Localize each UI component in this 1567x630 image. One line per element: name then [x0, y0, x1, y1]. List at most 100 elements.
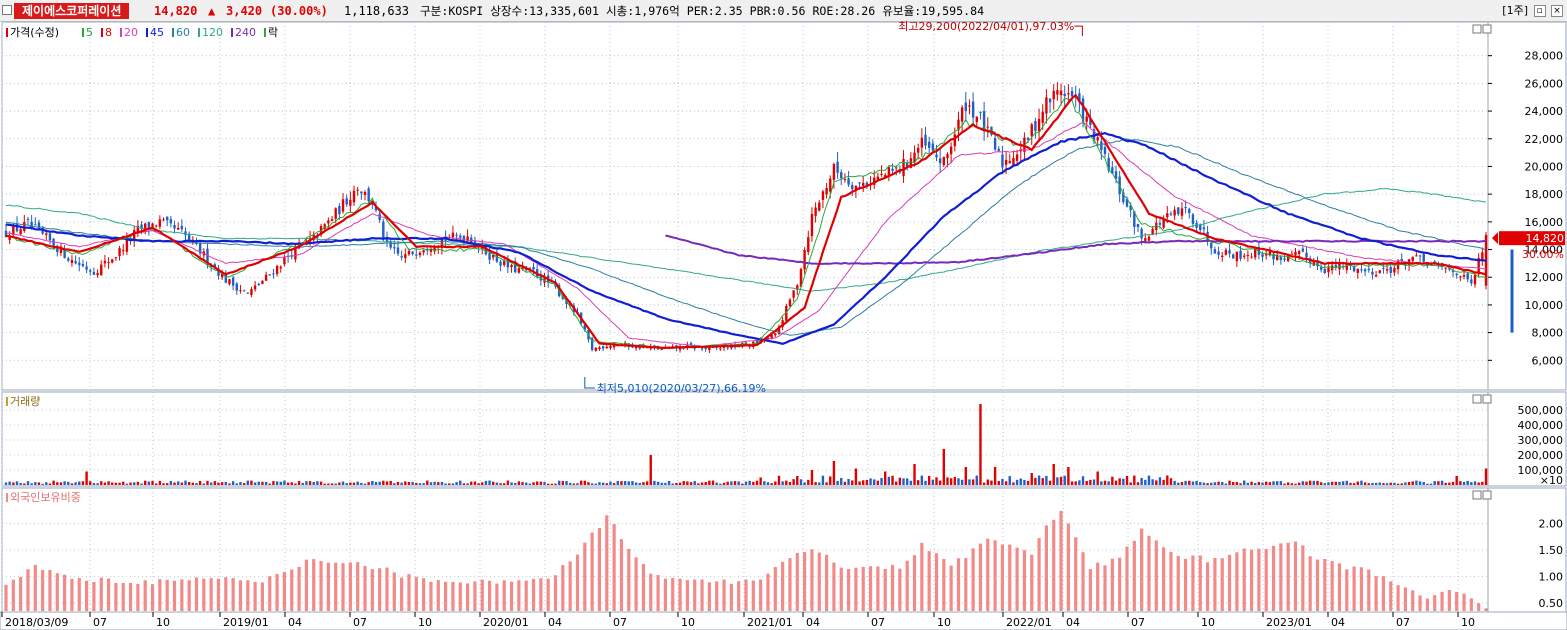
- candle-body: [503, 260, 506, 266]
- candle-body: [228, 279, 231, 285]
- volume-bar: [909, 480, 913, 485]
- volume-bar: [114, 482, 118, 485]
- foreign-bar: [1140, 528, 1144, 611]
- foreign-bar: [934, 553, 939, 611]
- volume-bar: [70, 483, 74, 485]
- price-tick-label: 28,000: [1525, 50, 1564, 63]
- volume-bar: [1045, 475, 1048, 485]
- legend-marker-icon: [172, 28, 174, 37]
- volume-bar: [708, 480, 711, 485]
- candle-body: [590, 338, 594, 350]
- legend-ma-5[interactable]: 5: [86, 26, 93, 39]
- volume-bar: [1330, 481, 1334, 485]
- candle-body: [905, 162, 909, 167]
- volume-bar: [426, 480, 429, 485]
- candle-body: [935, 154, 938, 158]
- candle-body: [1363, 269, 1367, 272]
- foreign-bar: [458, 582, 462, 611]
- volume-bar: [217, 482, 220, 485]
- candle-body: [719, 348, 722, 350]
- volume-bar: [59, 482, 63, 485]
- candle-body: [631, 345, 634, 348]
- pane-minimize-icon[interactable]: [1472, 24, 1482, 34]
- volume-bar: [1037, 475, 1041, 485]
- legend-marker-icon: [264, 28, 266, 37]
- candle-body: [85, 266, 88, 270]
- volume-bar: [301, 482, 304, 485]
- volume-bar: [612, 483, 616, 485]
- x-tick-label: 07: [871, 616, 885, 629]
- window-menu-icon[interactable]: [2, 5, 12, 15]
- volume-bar: [979, 404, 982, 485]
- pane-close-icon[interactable]: [1482, 394, 1492, 404]
- volume-tick-label: 200,000: [1518, 449, 1564, 462]
- volume-bar: [15, 481, 19, 485]
- candle-body: [239, 290, 242, 292]
- candle-body: [367, 188, 370, 202]
- foreign-bar: [150, 584, 155, 611]
- candle-body: [1224, 250, 1228, 255]
- volume-bar: [56, 482, 59, 485]
- candle-body: [1466, 273, 1469, 280]
- foreign-bar: [275, 573, 279, 611]
- volume-bar: [239, 481, 242, 485]
- candle-body: [836, 161, 839, 173]
- legend-ma-120[interactable]: 120: [202, 26, 223, 39]
- volume-bar: [209, 482, 213, 485]
- candle-body: [1063, 93, 1066, 97]
- volume-bar: [1429, 483, 1433, 485]
- pane-minimize-icon[interactable]: [1472, 394, 1482, 404]
- volume-bar: [964, 467, 968, 485]
- foreign-bar: [1103, 565, 1107, 611]
- legend-ma-20[interactable]: 20: [124, 26, 138, 39]
- legend-marker-icon: [82, 28, 84, 37]
- legend-ma-60[interactable]: 60: [176, 26, 190, 39]
- candle-body: [1382, 268, 1385, 270]
- volume-bar: [528, 483, 532, 485]
- foreign-bar: [1359, 567, 1364, 611]
- candle-body: [96, 273, 99, 276]
- candle-body: [217, 268, 220, 276]
- candle-body: [144, 223, 147, 232]
- candle-body: [261, 280, 264, 284]
- foreign-bar: [524, 580, 528, 611]
- candle-body: [488, 253, 491, 260]
- candle-body: [777, 326, 781, 334]
- period-label[interactable]: [1주]: [1502, 4, 1528, 17]
- candle-body: [74, 261, 77, 264]
- volume-bar: [726, 481, 729, 485]
- candle-body: [37, 222, 41, 229]
- pane-minimize-icon[interactable]: [1472, 490, 1482, 500]
- legend-ma-8[interactable]: 8: [105, 26, 112, 39]
- volume-bar: [352, 482, 356, 485]
- trading-volume: 1,118,633: [344, 4, 410, 18]
- volume-bar: [1118, 478, 1121, 485]
- volume-bar: [836, 480, 839, 485]
- candle-body: [8, 236, 11, 240]
- volume-bar: [495, 482, 499, 485]
- pane-close-icon[interactable]: [1482, 490, 1492, 500]
- pane-close-icon[interactable]: [1482, 24, 1492, 34]
- foreign-bar: [1008, 544, 1012, 611]
- legend-ma-45[interactable]: 45: [150, 26, 164, 39]
- x-tick-label: 10: [681, 616, 695, 629]
- volume-bar: [444, 483, 447, 485]
- volume-bar: [1323, 483, 1327, 485]
- low-pointer: [584, 377, 595, 389]
- volume-bar: [1338, 481, 1341, 485]
- volume-bar: [858, 481, 861, 485]
- candle-body: [118, 248, 121, 256]
- close-icon[interactable]: ×: [1551, 5, 1563, 17]
- foreign-bar: [92, 582, 96, 611]
- stock-name[interactable]: 제이에스코퍼레이션: [14, 3, 130, 19]
- candle-body: [873, 177, 876, 185]
- candle-body: [198, 242, 202, 254]
- minimize-icon[interactable]: ▫: [1533, 5, 1546, 17]
- volume-bar: [341, 481, 345, 485]
- foreign-bar: [1213, 557, 1217, 611]
- foreign-bar: [238, 580, 243, 611]
- foreign-bar: [1381, 576, 1386, 611]
- volume-bar: [74, 482, 77, 485]
- x-tick-label: 2020/01: [483, 616, 529, 629]
- legend-ma-240[interactable]: 240: [235, 26, 256, 39]
